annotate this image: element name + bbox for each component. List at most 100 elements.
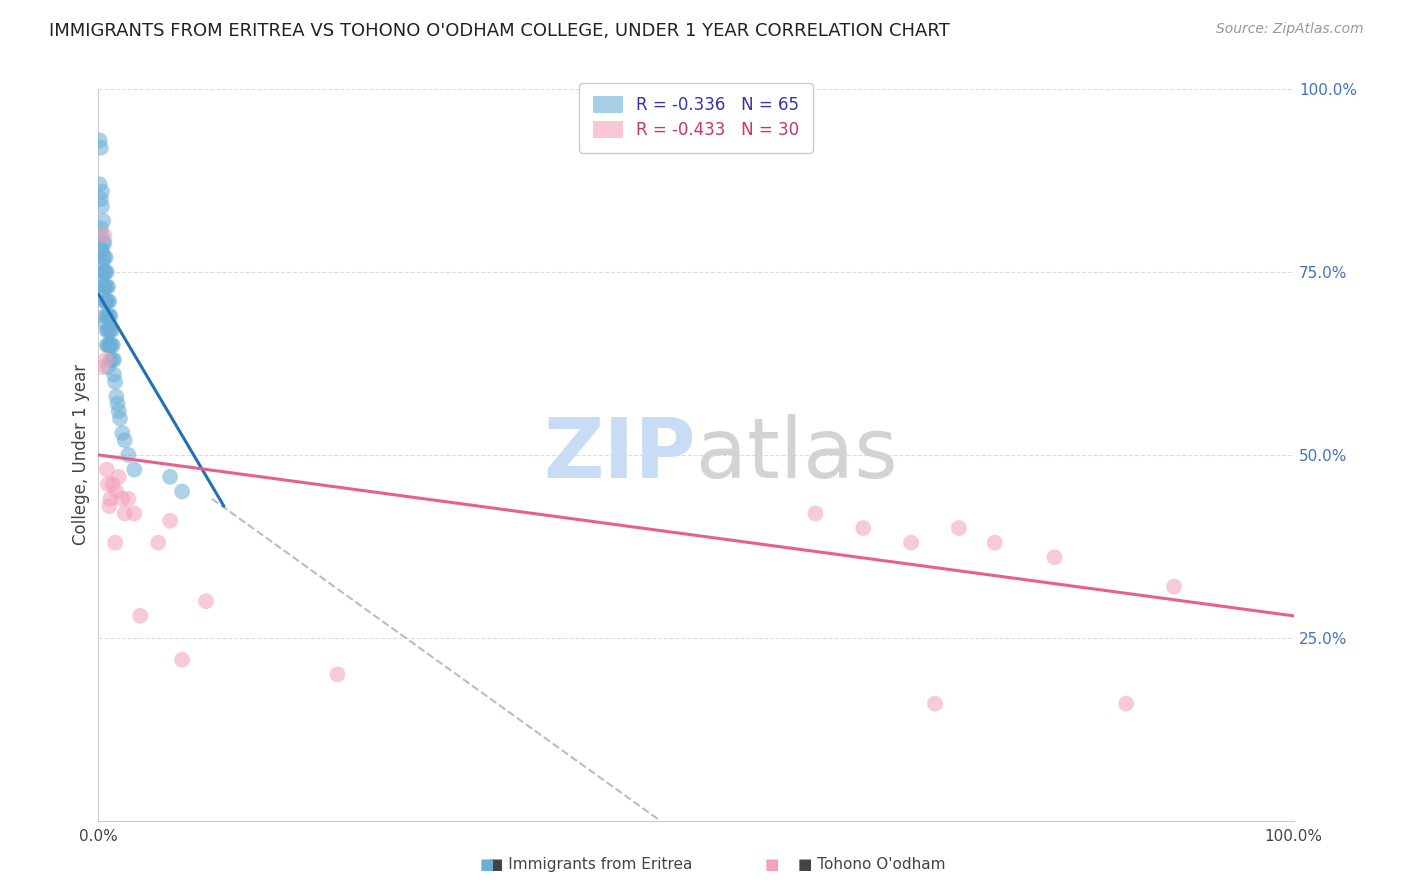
- Point: [91, 251, 114, 265]
- Point: [107, 397, 129, 411]
- Point: [104, 375, 127, 389]
- Point: [96, 265, 118, 279]
- Point: [98, 309, 121, 323]
- Point: [804, 507, 827, 521]
- Point: [93, 235, 115, 250]
- Point: [91, 360, 114, 375]
- Point: [94, 352, 117, 367]
- Text: ■: ■: [765, 857, 779, 872]
- Point: [111, 425, 134, 440]
- Y-axis label: College, Under 1 year: College, Under 1 year: [72, 364, 90, 546]
- Point: [111, 491, 134, 506]
- Point: [326, 667, 349, 681]
- Point: [124, 507, 146, 521]
- Point: [90, 243, 112, 257]
- Text: ■ Tohono O'odham: ■ Tohono O'odham: [799, 857, 945, 872]
- Text: ZIP: ZIP: [544, 415, 696, 495]
- Point: [91, 228, 114, 243]
- Point: [1115, 697, 1137, 711]
- Text: Source: ZipAtlas.com: Source: ZipAtlas.com: [1216, 22, 1364, 37]
- Point: [101, 477, 124, 491]
- Point: [89, 178, 111, 192]
- Point: [984, 535, 1007, 549]
- Point: [93, 279, 115, 293]
- Point: [105, 484, 128, 499]
- Point: [195, 594, 218, 608]
- Point: [98, 324, 122, 338]
- Point: [114, 434, 136, 448]
- Point: [148, 535, 170, 549]
- Point: [91, 214, 114, 228]
- Point: [93, 228, 115, 243]
- Point: [948, 521, 970, 535]
- Point: [94, 316, 117, 330]
- Point: [98, 338, 121, 352]
- Point: [98, 352, 122, 367]
- Point: [101, 338, 124, 352]
- Point: [91, 185, 114, 199]
- Point: [91, 235, 114, 250]
- Point: [159, 514, 181, 528]
- Point: [90, 192, 112, 206]
- Point: [91, 258, 114, 272]
- Point: [172, 484, 194, 499]
- Point: [97, 360, 120, 375]
- Point: [96, 338, 118, 352]
- Point: [924, 697, 946, 711]
- Point: [97, 338, 120, 352]
- Point: [97, 477, 120, 491]
- Point: [93, 251, 115, 265]
- Point: [103, 368, 125, 382]
- Text: atlas: atlas: [696, 415, 897, 495]
- Point: [900, 535, 922, 549]
- Point: [96, 294, 118, 309]
- Point: [98, 338, 122, 352]
- Point: [1163, 580, 1185, 594]
- Text: ■ Immigrants from Eritrea: ■ Immigrants from Eritrea: [489, 857, 692, 872]
- Point: [90, 221, 112, 235]
- Point: [114, 507, 136, 521]
- Point: [96, 324, 118, 338]
- Point: [89, 133, 111, 147]
- Point: [94, 265, 117, 279]
- Point: [91, 199, 114, 213]
- Point: [98, 324, 121, 338]
- Point: [117, 491, 139, 506]
- Text: ■: ■: [479, 857, 494, 872]
- Point: [852, 521, 875, 535]
- Text: IMMIGRANTS FROM ERITREA VS TOHONO O'ODHAM COLLEGE, UNDER 1 YEAR CORRELATION CHAR: IMMIGRANTS FROM ERITREA VS TOHONO O'ODHA…: [49, 22, 950, 40]
- Point: [98, 294, 121, 309]
- Point: [107, 470, 129, 484]
- Point: [1043, 550, 1066, 565]
- Point: [91, 243, 114, 257]
- Point: [124, 462, 146, 476]
- Point: [97, 279, 120, 293]
- Point: [96, 309, 118, 323]
- Point: [101, 352, 124, 367]
- Point: [98, 499, 121, 513]
- Point: [104, 535, 127, 549]
- Legend: R = -0.336   N = 65, R = -0.433   N = 30: R = -0.336 N = 65, R = -0.433 N = 30: [579, 83, 813, 153]
- Point: [91, 279, 114, 293]
- Point: [172, 653, 194, 667]
- Point: [91, 265, 114, 279]
- Point: [94, 279, 117, 293]
- Point: [93, 309, 115, 323]
- Point: [159, 470, 181, 484]
- Point: [103, 352, 125, 367]
- Point: [97, 309, 120, 323]
- Point: [98, 491, 122, 506]
- Point: [96, 462, 118, 476]
- Point: [97, 294, 120, 309]
- Point: [117, 448, 139, 462]
- Point: [91, 272, 114, 286]
- Point: [90, 141, 112, 155]
- Point: [98, 309, 122, 323]
- Point: [108, 411, 131, 425]
- Point: [96, 279, 118, 293]
- Point: [129, 608, 152, 623]
- Point: [107, 404, 129, 418]
- Point: [100, 338, 122, 352]
- Point: [97, 324, 120, 338]
- Point: [94, 294, 117, 309]
